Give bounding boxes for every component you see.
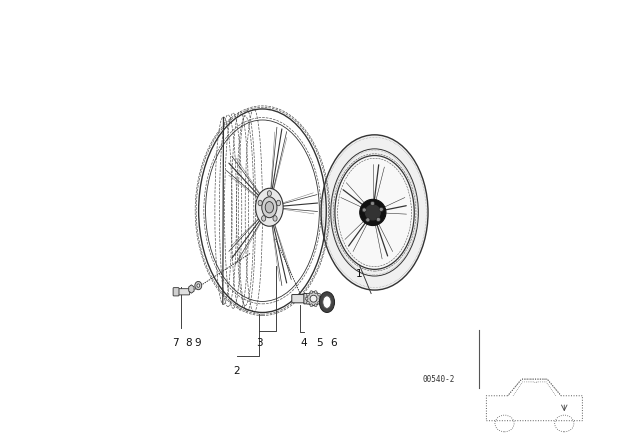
Ellipse shape xyxy=(314,291,317,293)
Ellipse shape xyxy=(265,202,273,213)
FancyBboxPatch shape xyxy=(173,288,179,296)
Ellipse shape xyxy=(195,281,202,290)
Ellipse shape xyxy=(268,191,271,196)
Ellipse shape xyxy=(314,304,317,306)
Text: 9: 9 xyxy=(195,338,201,349)
Ellipse shape xyxy=(317,293,321,296)
Ellipse shape xyxy=(255,188,283,226)
Ellipse shape xyxy=(276,200,280,206)
Text: 1: 1 xyxy=(356,269,362,280)
Ellipse shape xyxy=(365,218,370,222)
Ellipse shape xyxy=(262,215,266,221)
Text: 8: 8 xyxy=(185,338,191,349)
Text: 00540-2: 00540-2 xyxy=(422,375,454,384)
Ellipse shape xyxy=(307,302,309,304)
Ellipse shape xyxy=(362,208,366,212)
Text: 4: 4 xyxy=(301,338,307,349)
Text: 7: 7 xyxy=(172,338,179,349)
Ellipse shape xyxy=(317,302,321,304)
Text: 2: 2 xyxy=(233,366,240,376)
Ellipse shape xyxy=(365,205,380,220)
Polygon shape xyxy=(189,285,194,293)
Ellipse shape xyxy=(307,293,309,296)
FancyBboxPatch shape xyxy=(177,289,189,295)
Ellipse shape xyxy=(371,202,374,206)
Ellipse shape xyxy=(360,199,386,225)
Ellipse shape xyxy=(305,297,308,300)
Ellipse shape xyxy=(273,215,277,221)
Ellipse shape xyxy=(319,297,322,300)
Ellipse shape xyxy=(258,200,262,206)
Ellipse shape xyxy=(197,284,200,287)
Ellipse shape xyxy=(307,292,321,306)
Text: 6: 6 xyxy=(330,338,337,349)
Ellipse shape xyxy=(323,296,331,308)
Ellipse shape xyxy=(321,135,428,290)
Ellipse shape xyxy=(310,295,317,302)
Ellipse shape xyxy=(319,292,335,313)
Ellipse shape xyxy=(310,291,313,293)
Ellipse shape xyxy=(310,304,313,306)
Ellipse shape xyxy=(376,217,380,222)
FancyBboxPatch shape xyxy=(304,293,309,304)
FancyBboxPatch shape xyxy=(292,294,305,303)
Text: 5: 5 xyxy=(316,338,323,349)
Ellipse shape xyxy=(380,207,383,211)
Text: 3: 3 xyxy=(256,338,262,349)
Ellipse shape xyxy=(262,197,277,218)
Ellipse shape xyxy=(335,155,414,269)
